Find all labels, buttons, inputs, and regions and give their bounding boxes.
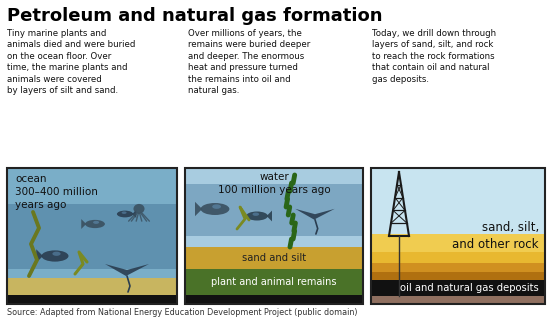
Bar [371,272,545,281]
Text: oil and natural gas deposits: oil and natural gas deposits [400,283,539,293]
Text: Over millions of years, the
remains were buried deeper
and deeper. The enormous
: Over millions of years, the remains were… [188,29,310,95]
Ellipse shape [252,213,259,216]
Bar [185,295,363,304]
Text: ocean
300–400 million
years ago: ocean 300–400 million years ago [15,174,98,210]
Bar [371,296,545,304]
Polygon shape [81,219,86,229]
Bar [7,168,177,304]
Polygon shape [195,202,202,216]
Ellipse shape [121,211,126,214]
Bar [185,184,363,236]
Bar [7,295,177,304]
Ellipse shape [41,250,68,262]
Ellipse shape [246,212,268,220]
Ellipse shape [134,204,145,214]
Ellipse shape [212,204,221,209]
Text: sand, silt,
and other rock: sand, silt, and other rock [453,221,539,250]
Text: Today, we drill down through
layers of sand, silt, and rock
to reach the rock fo: Today, we drill down through layers of s… [372,29,496,84]
Polygon shape [132,210,136,218]
Bar [371,168,545,236]
Bar [185,247,363,270]
Text: sand and silt: sand and silt [242,253,306,263]
Polygon shape [105,264,149,276]
Ellipse shape [52,252,61,256]
Polygon shape [36,249,43,263]
Bar [7,204,177,269]
Bar [371,234,545,254]
Text: Tiny marine plants and
animals died and were buried
on the ocean floor. Over
tim: Tiny marine plants and animals died and … [7,29,135,95]
Polygon shape [267,211,272,221]
Ellipse shape [200,203,230,215]
Bar [371,280,545,296]
Bar [371,263,545,273]
Bar [7,278,177,304]
Bar [185,168,363,249]
Bar [185,269,363,295]
Bar [371,168,545,304]
Ellipse shape [85,220,105,228]
Text: Petroleum and natural gas formation: Petroleum and natural gas formation [7,7,383,25]
Ellipse shape [93,221,99,224]
Text: plant and animal remains: plant and animal remains [211,277,337,287]
Ellipse shape [117,211,133,217]
Bar [371,252,545,264]
Text: Source: Adapted from National Energy Education Development Project (public domai: Source: Adapted from National Energy Edu… [7,308,358,317]
Text: water
100 million years ago: water 100 million years ago [217,172,330,195]
Bar [7,168,177,304]
Bar [185,168,363,304]
Polygon shape [295,209,335,220]
